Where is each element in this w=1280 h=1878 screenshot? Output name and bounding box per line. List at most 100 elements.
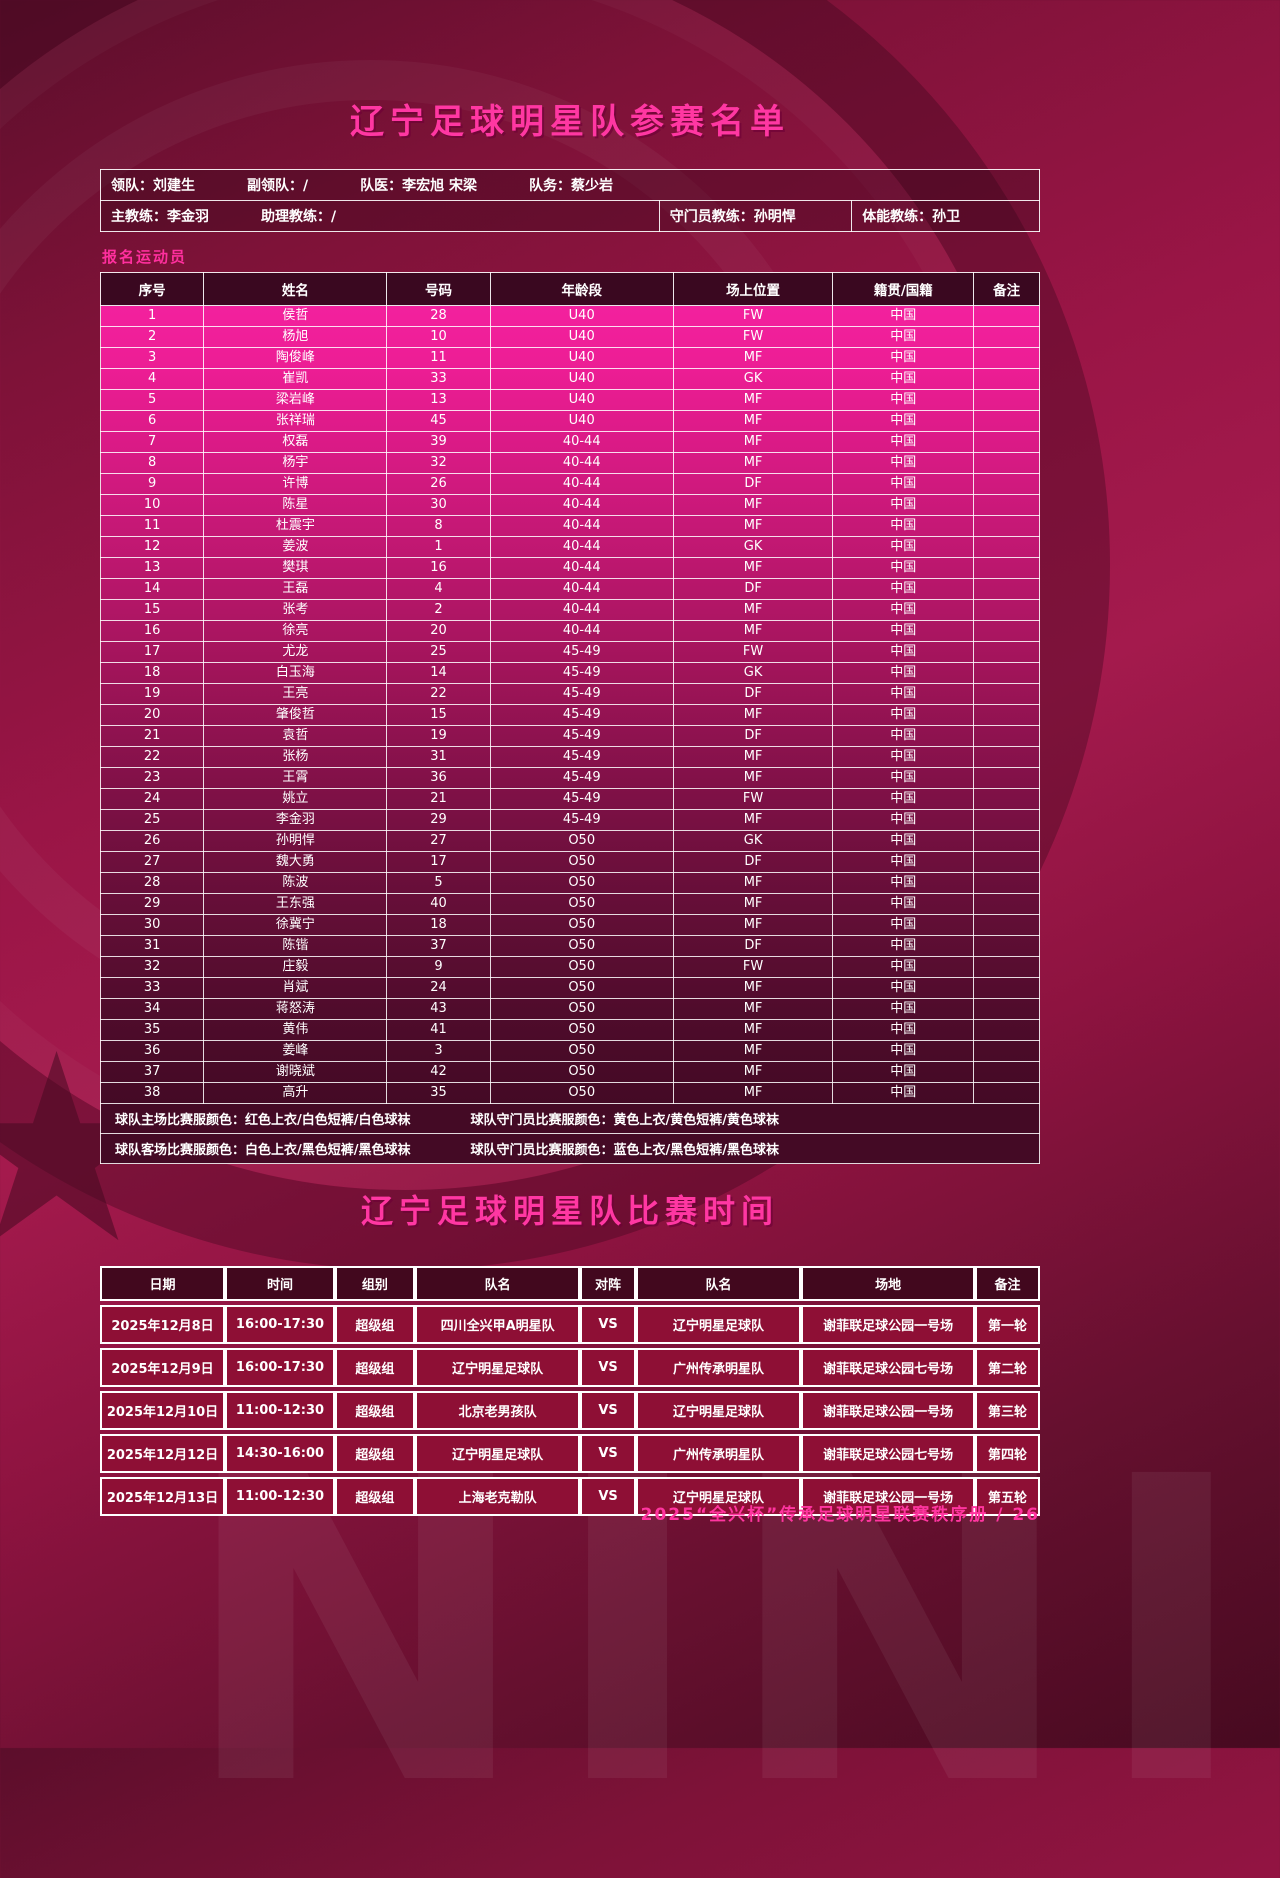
- schedule-table: 日期 时间 组别 队名 对阵 队名 场地 备注 2025年12月8日 16:00-17:30 …: [100, 1262, 1040, 1520]
- player-note: [973, 305, 1040, 327]
- player-position: MF: [672, 704, 834, 726]
- match-away-team: 广州传承明星队: [635, 1434, 802, 1473]
- kit-color-rows: 球队主场比赛服颜色：红色上衣/白色短裤/白色球袜 球队守门员比赛服颜色：黄色上衣…: [100, 1103, 1040, 1164]
- page-footer: 2025“全兴杯”传承足球明星联赛秩序册 / 26: [640, 1505, 1040, 1525]
- roster-row: 34 蒋怒涛 43 O50 MF 中国: [99, 998, 1040, 1020]
- player-note: [973, 557, 1040, 579]
- schedule-row: 2025年12月10日 11:00-12:30 超级组 北京老男孩队 VS 辽宁…: [100, 1391, 1040, 1430]
- roster-row: 25 李金羽 29 45-49 MF 中国: [99, 809, 1040, 831]
- player-number: 1: [386, 536, 491, 558]
- player-note: [973, 767, 1040, 789]
- player-position: MF: [672, 599, 834, 621]
- roster-row: 21 袁哲 19 45-49 DF 中国: [99, 725, 1040, 747]
- staff-head-coach: 主教练：李金羽: [111, 209, 209, 225]
- roster-section-label: 报名运动员: [102, 248, 188, 266]
- player-note: [973, 410, 1040, 432]
- staff-manager: 队务：蔡少岩: [529, 178, 613, 194]
- player-position: FW: [672, 326, 834, 348]
- match-venue: 谢菲联足球公园七号场: [801, 1434, 976, 1473]
- player-name: 徐亮: [203, 620, 388, 642]
- player-note: [973, 473, 1040, 495]
- player-position: DF: [672, 725, 834, 747]
- player-note: [973, 704, 1040, 726]
- match-round: 第三轮: [975, 1391, 1040, 1430]
- match-time: 16:00-17:30: [225, 1348, 335, 1387]
- player-position: MF: [672, 893, 834, 915]
- player-age-group: O50: [489, 977, 674, 999]
- schedule-section: 辽宁足球明星队比赛时间 日期 时间 组别 队名 对阵 队名 场地 备注 2025年12月8日 …: [100, 1186, 1040, 1520]
- player-age-group: O50: [489, 1061, 674, 1083]
- player-number: 32: [386, 452, 491, 474]
- match-venue: 谢菲联足球公园一号场: [801, 1477, 976, 1516]
- kit-color-right: 球队守门员比赛服颜色：蓝色上衣/黑色短裤/黑色球袜: [470, 1143, 780, 1158]
- player-number: 17: [386, 851, 491, 873]
- staff-table: 领队：刘建生 副领队：/ 队医：李宏旭 宋梁 队务：蔡少岩 主教练：李金羽 助理…: [100, 169, 1040, 232]
- player-no: 35: [99, 1019, 205, 1041]
- roster-header-cell: 籍贯/国籍: [832, 272, 975, 306]
- player-nationality: 中国: [832, 998, 975, 1020]
- player-age-group: O50: [489, 893, 674, 915]
- player-note: [973, 830, 1040, 852]
- player-note: [973, 368, 1040, 390]
- player-no: 5: [99, 389, 205, 411]
- player-number: 20: [386, 620, 491, 642]
- player-position: MF: [672, 452, 834, 474]
- player-no: 26: [99, 830, 205, 852]
- player-nationality: 中国: [832, 557, 975, 579]
- player-number: 45: [386, 410, 491, 432]
- player-position: MF: [672, 998, 834, 1020]
- player-nationality: 中国: [832, 830, 975, 852]
- schedule-header-cell: 组别: [334, 1266, 415, 1301]
- match-round: 第五轮: [975, 1477, 1040, 1516]
- player-age-group: O50: [489, 998, 674, 1020]
- match-home-team: 北京老男孩队: [414, 1391, 581, 1430]
- roster-row: 7 权磊 39 40-44 MF 中国: [99, 431, 1040, 453]
- match-date: 2025年12月12日: [100, 1434, 226, 1473]
- match-date: 2025年12月9日: [100, 1348, 226, 1387]
- player-no: 23: [99, 767, 205, 789]
- roster-row: 17 尤龙 25 45-49 FW 中国: [99, 641, 1040, 663]
- player-age-group: 45-49: [489, 746, 674, 768]
- player-no: 6: [99, 410, 205, 432]
- schedule-header-cell: 队名: [414, 1266, 581, 1301]
- roster-row: 20 肇俊哲 15 45-49 MF 中国: [99, 704, 1040, 726]
- roster-row: 12 姜波 1 40-44 GK 中国: [99, 536, 1040, 558]
- staff-fitness-coach: 体能教练：孙卫: [851, 200, 1040, 232]
- player-note: [973, 599, 1040, 621]
- match-vs: VS: [580, 1434, 636, 1473]
- player-note: [973, 515, 1040, 537]
- staff-leader: 领队：刘建生: [111, 178, 195, 194]
- player-number: 26: [386, 473, 491, 495]
- player-nationality: 中国: [832, 578, 975, 600]
- player-position: GK: [672, 368, 834, 390]
- player-number: 41: [386, 1019, 491, 1041]
- player-no: 31: [99, 935, 205, 957]
- roster-row: 28 陈波 5 O50 MF 中国: [99, 872, 1040, 894]
- player-name: 陈星: [203, 494, 388, 516]
- match-home-team: 四川全兴甲A明星队: [414, 1305, 581, 1344]
- player-age-group: O50: [489, 935, 674, 957]
- player-position: DF: [672, 851, 834, 873]
- player-name: 陶俊峰: [203, 347, 388, 369]
- match-home-team: 辽宁明星足球队: [414, 1434, 581, 1473]
- player-no: 22: [99, 746, 205, 768]
- player-no: 8: [99, 452, 205, 474]
- roster-row: 29 王东强 40 O50 MF 中国: [99, 893, 1040, 915]
- match-away-team: 辽宁明星足球队: [635, 1391, 802, 1430]
- roster-header-cell: 姓名: [203, 272, 388, 306]
- player-number: 11: [386, 347, 491, 369]
- match-round: 第一轮: [975, 1305, 1040, 1344]
- player-name: 王霄: [203, 767, 388, 789]
- player-age-group: O50: [489, 956, 674, 978]
- roster-row: 16 徐亮 20 40-44 MF 中国: [99, 620, 1040, 642]
- roster-body: 1 侯哲 28 U40 FW 中国 2 杨旭 10 U40 FW: [99, 305, 1040, 1104]
- schedule-row: 2025年12月13日 11:00-12:30 超级组 上海老克勒队 VS 辽宁…: [100, 1477, 1040, 1516]
- staff-gk-coach: 守门员教练：孙明悍: [658, 200, 853, 232]
- player-name: 高升: [203, 1082, 388, 1104]
- player-no: 17: [99, 641, 205, 663]
- player-number: 5: [386, 872, 491, 894]
- staff-doctor: 队医：李宏旭 宋梁: [360, 178, 477, 194]
- player-no: 29: [99, 893, 205, 915]
- roster-header-cell: 场上位置: [672, 272, 834, 306]
- kit-color-row: 球队客场比赛服颜色：白色上衣/黑色短裤/黑色球袜 球队守门员比赛服颜色：蓝色上衣…: [100, 1133, 1040, 1164]
